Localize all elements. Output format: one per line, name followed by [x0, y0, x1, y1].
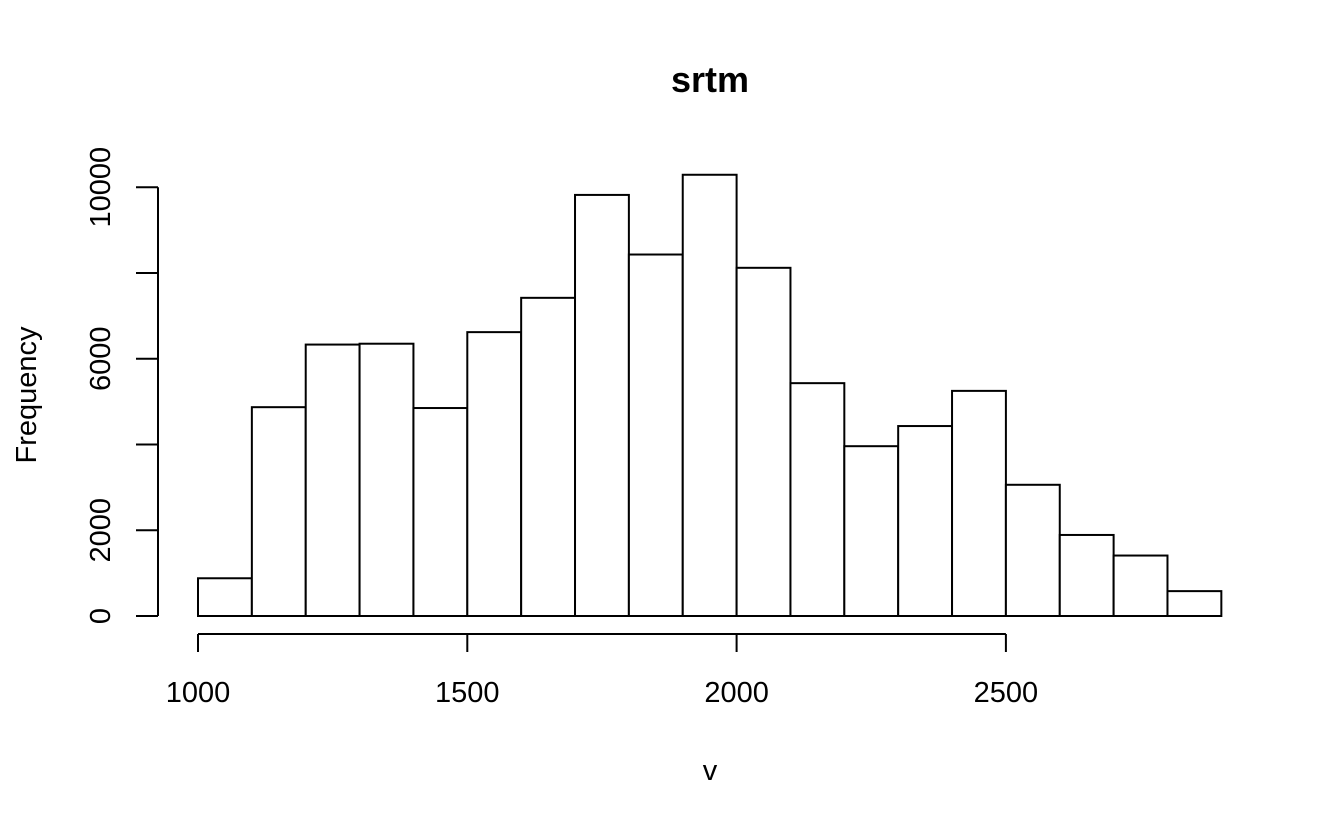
- histogram-bar-2700-2800: [1112, 554, 1169, 617]
- x-tick-label-2500: 2500: [974, 677, 1039, 709]
- histogram-bar-2800-2900: [1166, 590, 1223, 617]
- y-tick-label-6000: 6000: [85, 326, 117, 391]
- y-tick-label-10000: 10000: [85, 147, 117, 228]
- histogram-bar-1300-1400: [358, 342, 415, 617]
- histogram-bar-2000-2100: [735, 266, 792, 617]
- histogram-bar-1200-1300: [304, 343, 361, 617]
- histogram-bar-2400-2500: [951, 389, 1007, 617]
- histogram-bar-2500-2600: [1004, 483, 1061, 617]
- y-axis: 0 2000 6000 10000: [85, 147, 159, 624]
- x-axis: 1000 1500 2000 2500: [166, 633, 1039, 709]
- histogram-bar-1100-1200: [250, 406, 307, 618]
- bars-group: [197, 173, 1223, 618]
- x-tick-label-1500: 1500: [435, 677, 500, 709]
- histogram-bar-2300-2400: [897, 425, 954, 617]
- histogram-bar-1700-1800: [574, 193, 630, 617]
- histogram-bar-1000-1100: [197, 577, 253, 618]
- histogram-bar-2100-2200: [789, 382, 846, 617]
- histogram-bar-1400-1500: [412, 407, 469, 618]
- y-tick-label-2000: 2000: [85, 498, 117, 563]
- chart-title: srtm: [671, 59, 749, 100]
- histogram-bar-2600-2700: [1058, 533, 1115, 617]
- histogram-bar-1600-1700: [520, 296, 577, 617]
- y-axis-label: Frequency: [11, 326, 43, 464]
- histogram-bar-1500-1600: [466, 331, 523, 617]
- histogram-bar-1900-2000: [681, 173, 738, 617]
- histogram-bar-2200-2300: [843, 445, 900, 617]
- y-tick-label-0: 0: [85, 608, 117, 624]
- x-tick-label-2000: 2000: [704, 677, 769, 709]
- x-tick-label-1000: 1000: [166, 677, 231, 709]
- x-axis-label: v: [703, 755, 718, 787]
- histogram-bar-1800-1900: [627, 253, 684, 617]
